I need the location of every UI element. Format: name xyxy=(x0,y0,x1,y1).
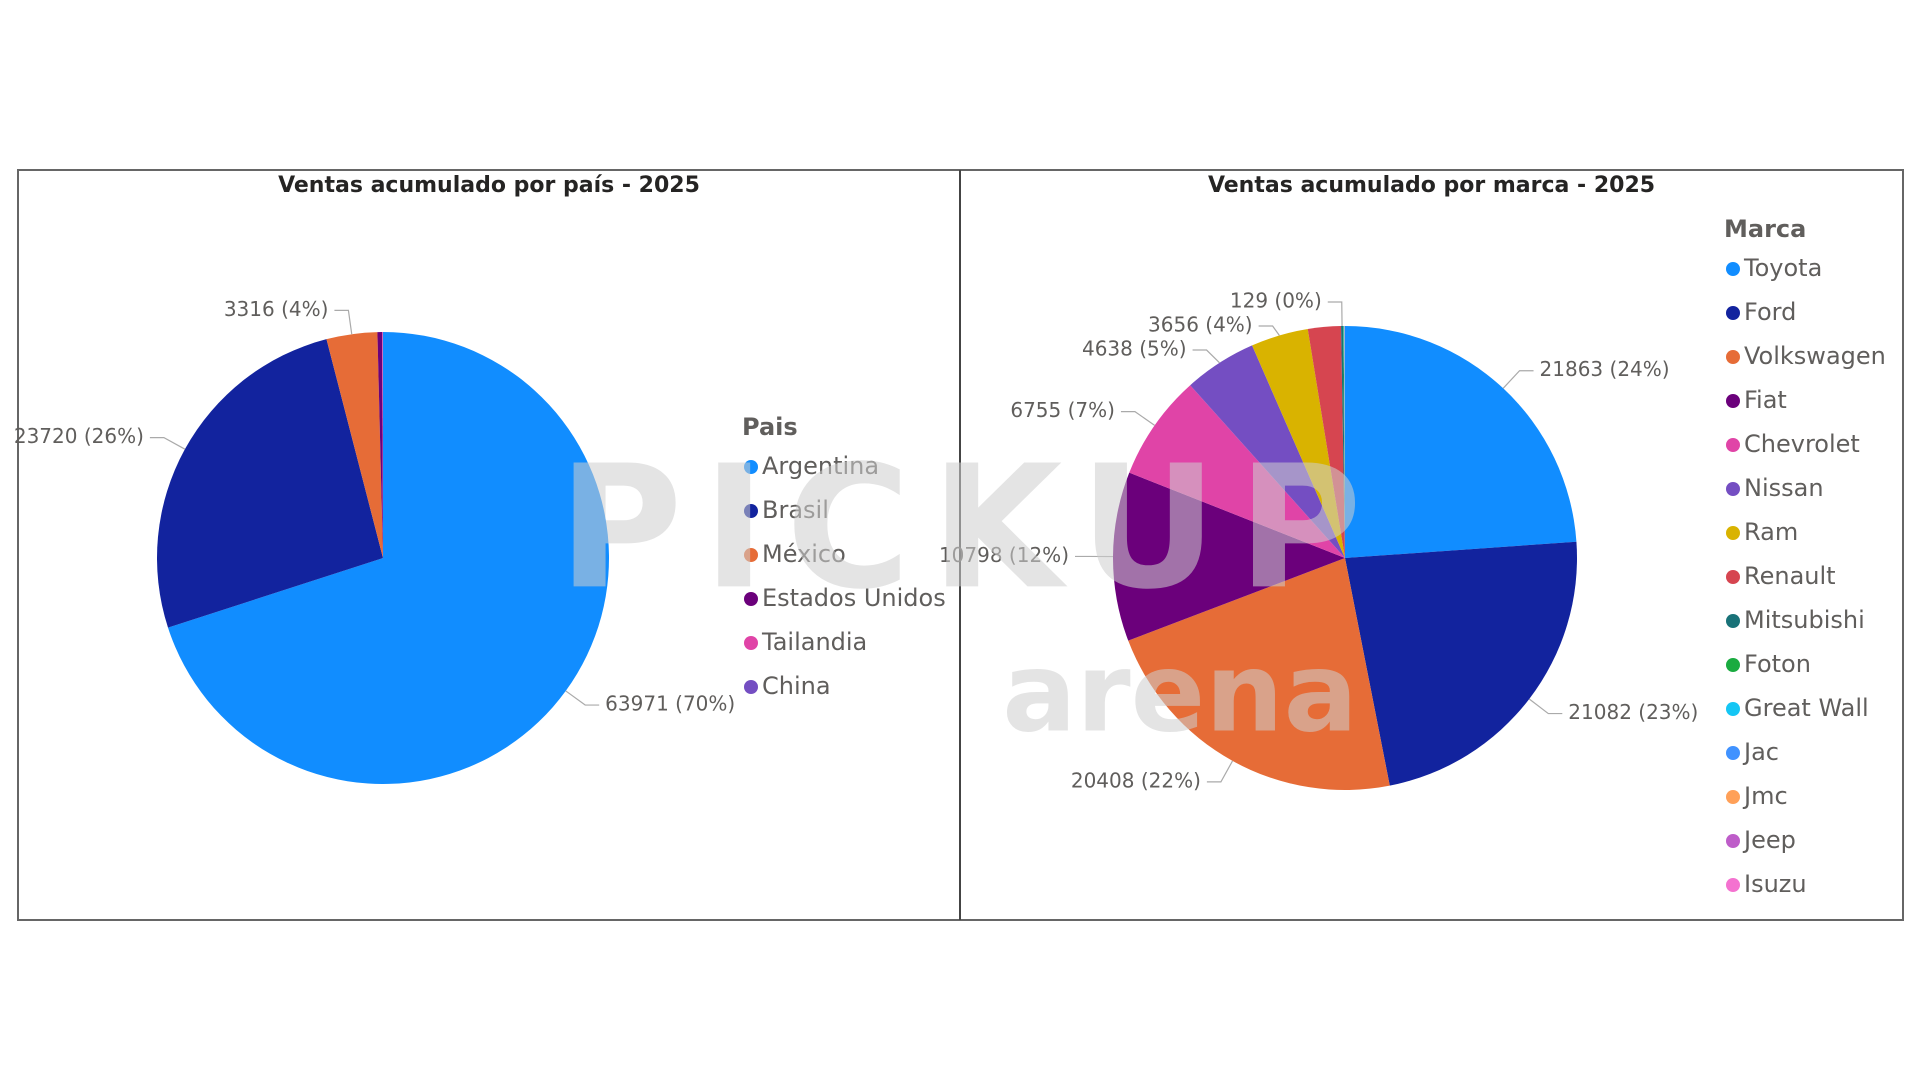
data-label: 10798 (12%) xyxy=(939,543,1069,567)
leader-line xyxy=(565,690,600,706)
pie-slice xyxy=(1307,326,1345,558)
leader-line xyxy=(149,437,186,450)
legend-marker xyxy=(1726,790,1740,804)
legend-marker xyxy=(1726,526,1740,540)
legend-marker xyxy=(1726,834,1740,848)
pie-slice xyxy=(167,332,610,784)
data-label: 3316 (4%) xyxy=(224,297,329,321)
legend-marker xyxy=(1726,614,1740,628)
legend-label: Tailandia xyxy=(761,628,867,656)
legend-marker xyxy=(1726,878,1740,892)
legend-label: Toyota xyxy=(1743,254,1822,282)
chart-title: Ventas acumulado por marca - 2025 xyxy=(1208,173,1655,198)
legend-marker xyxy=(1726,702,1740,716)
legend-label: Jmc xyxy=(1742,782,1788,810)
legend-label: Foton xyxy=(1744,650,1811,678)
leader-line xyxy=(1192,349,1220,364)
data-label: 63971 (70%) xyxy=(605,692,735,716)
legend-marker xyxy=(744,592,758,606)
legend-label: Jac xyxy=(1742,738,1779,766)
legend-marker xyxy=(744,548,758,562)
data-label: 3656 (4%) xyxy=(1148,313,1253,337)
pie-slice xyxy=(1345,326,1577,558)
pie-slice xyxy=(1190,345,1345,558)
legend-label: Isuzu xyxy=(1744,870,1807,898)
pie-slice xyxy=(1113,472,1345,641)
legend-marker xyxy=(1726,306,1740,320)
legend-label: Chevrolet xyxy=(1744,430,1860,458)
legend-marker xyxy=(1726,482,1740,496)
data-label: 23720 (26%) xyxy=(14,424,144,448)
legend-label: Ford xyxy=(1744,298,1796,326)
legend-marker xyxy=(744,636,758,650)
legend-marker xyxy=(744,680,758,694)
legend-marker xyxy=(1726,658,1740,672)
pie-slice xyxy=(157,339,383,628)
data-label: 129 (0%) xyxy=(1230,289,1322,313)
legend-label: Nissan xyxy=(1744,474,1824,502)
charts: Ventas acumulado por país - 2025 63971 (7… xyxy=(14,173,1886,898)
legend-label: Great Wall xyxy=(1744,694,1869,722)
legend-marker xyxy=(744,504,758,518)
pie-slice xyxy=(1341,326,1345,558)
pie-slice xyxy=(377,332,383,558)
leader-line xyxy=(1327,301,1343,327)
leader-line xyxy=(1258,325,1280,336)
legend-label: Mitsubishi xyxy=(1744,606,1865,634)
legend-label: Renault xyxy=(1744,562,1836,590)
legend-label: China xyxy=(762,672,831,700)
chart-title: Ventas acumulado por país - 2025 xyxy=(278,173,700,198)
pie-slice xyxy=(326,332,383,558)
legend-label: Estados Unidos xyxy=(762,584,946,612)
legend-label: Fiat xyxy=(1744,386,1787,414)
legend-marker xyxy=(1726,746,1740,760)
legend-label: Volkswagen xyxy=(1744,342,1886,370)
data-label: 21863 (24%) xyxy=(1540,357,1670,381)
pie-slice xyxy=(1128,558,1390,791)
pie-slice xyxy=(382,332,383,558)
legend-label: Ram xyxy=(1744,518,1798,546)
data-label: 4638 (5%) xyxy=(1082,337,1187,361)
watermark-sub: arena xyxy=(1002,628,1358,756)
leader-line xyxy=(334,309,353,335)
leader-line xyxy=(1502,370,1534,389)
legend-title: Marca xyxy=(1724,215,1806,243)
legend-label: México xyxy=(762,540,846,568)
data-label: 21082 (23%) xyxy=(1568,700,1698,724)
data-label: 6755 (7%) xyxy=(1010,398,1115,422)
legend-label: Jeep xyxy=(1742,826,1796,854)
leader-line xyxy=(1120,411,1155,426)
watermark: PICKUP xyxy=(558,429,1382,627)
legend-marker xyxy=(1726,438,1740,452)
legend-title: Pais xyxy=(742,413,798,441)
legend-marker xyxy=(1726,262,1740,276)
legend-marker xyxy=(744,460,758,474)
legend-label: Argentina xyxy=(762,452,879,480)
pie-slice xyxy=(1344,326,1345,558)
legend-label: Brasil xyxy=(762,496,829,524)
legend-marker xyxy=(1726,350,1740,364)
leader-line xyxy=(1206,760,1234,783)
pie-slice xyxy=(1345,541,1577,786)
leader-line xyxy=(1528,698,1563,715)
pie-slice xyxy=(1252,329,1345,558)
legend-marker xyxy=(1726,394,1740,408)
data-label: 20408 (22%) xyxy=(1071,768,1201,792)
pie-slice xyxy=(1129,385,1345,558)
legend-marker xyxy=(1726,570,1740,584)
pie-slice xyxy=(1343,326,1345,558)
pie-slice xyxy=(1343,326,1345,558)
